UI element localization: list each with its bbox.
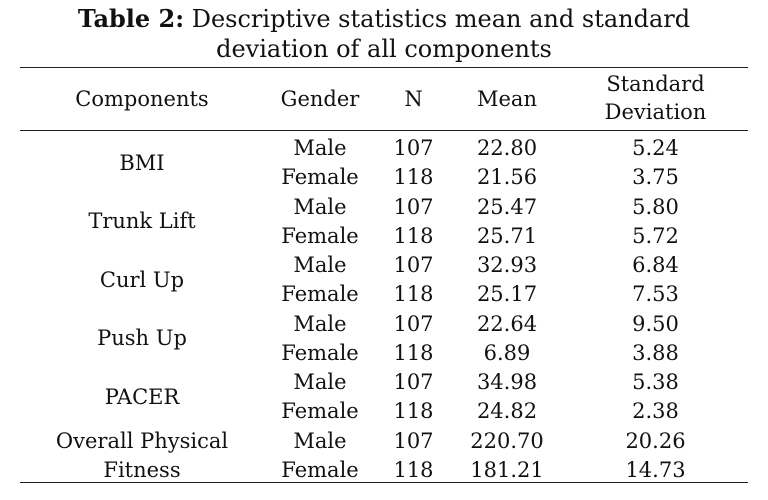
component-name: PACER [20,368,264,427]
cell-sd: 3.75 [632,165,679,189]
caption-text-2: deviation of all components [216,35,552,63]
cell-n: 118 [393,223,434,248]
cell-mean: 21.56 [476,165,538,189]
component-line-1: BMI [119,150,165,175]
component-name: Overall Physical Fitness [20,427,264,486]
cell-mean: 34.98 [476,370,538,394]
cell-mean: 6.89 [483,340,531,365]
component-line-1: Curl Up [99,267,185,292]
cell-mean: 32.93 [476,253,538,277]
component-line-1: Push Up [97,326,187,351]
table-row-group: Trunk Lift Male 107 25.47 5.80 Female 11… [0,193,768,252]
cell-gender: Male [293,428,347,453]
cell-sd: 14.73 [625,457,686,482]
cell-gender: Male [293,370,347,394]
table-caption: Table 2: Descriptive statistics mean and… [0,4,768,64]
cell-mean: 25.71 [476,223,538,248]
cell-sd: 9.50 [632,311,679,336]
table-row-female: Female 118 21.56 3.75 [0,163,768,192]
cell-sd: 6.84 [632,253,679,277]
table-row-male: Male 107 22.64 9.50 [0,310,768,339]
header-rule [20,130,748,131]
cell-n: 107 [393,311,434,336]
table-row-group: PACER Male 107 34.98 5.38 Female 118 24.… [0,368,768,427]
table-row-female: Female 118 25.17 7.53 [0,280,768,309]
table-row-male: Male 107 34.98 5.38 [0,368,768,397]
cell-gender: Male [293,253,347,277]
cell-sd: 7.53 [632,282,679,306]
cell-n: 118 [393,399,434,423]
component-line-2: Fitness [103,457,181,482]
cell-mean: 220.70 [470,428,544,453]
cell-sd: 5.24 [632,136,679,160]
caption-label: Table 2: [77,4,185,33]
cell-sd: 5.38 [632,370,679,394]
cell-n: 107 [393,136,434,160]
cell-mean: 25.47 [476,194,538,219]
cell-sd: 5.80 [632,194,679,219]
header-components: Components [75,87,209,111]
component-line-1: Overall Physical [55,428,229,453]
bottom-rule [20,482,748,483]
header-mean: Mean [477,87,537,111]
table-row-group: Push Up Male 107 22.64 9.50 Female 118 6… [0,310,768,369]
top-rule [20,67,748,68]
cell-gender: Female [281,399,359,423]
table-row-group: Overall Physical Fitness Male 107 220.70… [0,427,768,486]
table-row-male: Male 107 25.47 5.80 [0,193,768,222]
component-name: Trunk Lift [20,193,264,252]
component-line-1: Trunk Lift [88,209,196,234]
cell-mean: 24.82 [476,399,538,423]
header-sd-line-2: Deviation [604,100,707,124]
cell-n: 118 [393,165,434,189]
cell-n: 118 [393,340,434,365]
caption-line-1: Table 2: Descriptive statistics mean and… [0,4,768,34]
table-row-group: Curl Up Male 107 32.93 6.84 Female 118 2… [0,251,768,310]
header-gender: Gender [280,87,360,111]
header-standard-deviation: Standard Deviation [563,70,748,126]
cell-gender: Female [281,223,359,248]
table-row-group: BMI Male 107 22.80 5.24 Female 118 21.56… [0,134,768,193]
table-row-female: Female 118 24.82 2.38 [0,397,768,426]
header-n: N [404,87,423,111]
cell-sd: 20.26 [625,428,686,453]
table-row-male: Male 107 220.70 20.26 [0,427,768,456]
cell-sd: 2.38 [632,399,679,423]
cell-mean: 22.64 [476,311,538,336]
cell-gender: Female [281,165,359,189]
caption-text-1: Descriptive statistics mean and standard [184,5,691,33]
cell-n: 107 [393,370,434,394]
cell-gender: Female [281,340,359,365]
cell-gender: Female [281,282,359,306]
cell-n: 118 [393,457,434,482]
table-row-female: Female 118 25.71 5.72 [0,222,768,251]
cell-mean: 22.80 [476,136,538,160]
cell-n: 107 [393,428,434,453]
component-line-1: PACER [104,384,180,409]
cell-n: 118 [393,282,434,306]
cell-sd: 5.72 [632,223,679,248]
component-name: BMI [20,134,264,193]
cell-gender: Male [293,194,347,219]
cell-sd: 3.88 [632,340,679,365]
cell-mean: 181.21 [470,457,544,482]
cell-n: 107 [393,253,434,277]
table-row-male: Male 107 32.93 6.84 [0,251,768,280]
cell-mean: 25.17 [476,282,538,306]
table-row-female: Female 118 6.89 3.88 [0,339,768,368]
table-row-male: Male 107 22.80 5.24 [0,134,768,163]
cell-gender: Female [281,457,359,482]
component-name: Curl Up [20,251,264,310]
cell-gender: Male [293,311,347,336]
cell-n: 107 [393,194,434,219]
component-name: Push Up [20,310,264,369]
header-sd-line-1: Standard [606,72,705,96]
cell-gender: Male [293,136,347,160]
table-row-female: Female 118 181.21 14.73 [0,456,768,485]
